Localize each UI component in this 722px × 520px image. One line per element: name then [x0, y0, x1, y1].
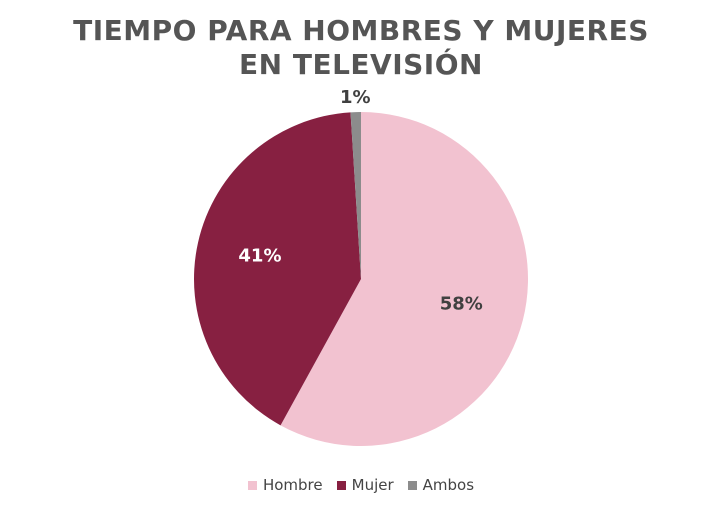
pie-slice-ambos [350, 112, 361, 279]
chart-title-line-2: EN TELEVISIÓN [239, 48, 483, 81]
data-label-mujer: 41% [238, 245, 281, 266]
pie-data-labels: 58% 41% 1% [238, 87, 482, 315]
pie-slices [194, 112, 529, 447]
legend-label-hombre: Hombre [262, 476, 323, 494]
legend: Hombre Mujer Ambos [0, 476, 722, 494]
legend-swatch-hombre [247, 480, 257, 490]
legend-label-ambos: Ambos [422, 476, 475, 494]
chart-title-line-1: TIEMPO PARA HOMBRES Y MUJERES [73, 14, 649, 47]
pie-slice-mujer [194, 112, 361, 426]
legend-label-mujer: Mujer [351, 476, 394, 494]
legend-swatch-ambos [407, 480, 417, 490]
pie-slice-hombre [280, 112, 529, 447]
data-label-hombre: 58% [440, 294, 483, 315]
legend-item-ambos: Ambos [407, 476, 475, 494]
legend-item-hombre: Hombre [247, 476, 323, 494]
legend-swatch-mujer [336, 480, 346, 490]
data-label-ambos: 1% [340, 87, 371, 108]
chart-title: TIEMPO PARA HOMBRES Y MUJERES EN TELEVIS… [0, 14, 722, 82]
legend-item-mujer: Mujer [336, 476, 394, 494]
